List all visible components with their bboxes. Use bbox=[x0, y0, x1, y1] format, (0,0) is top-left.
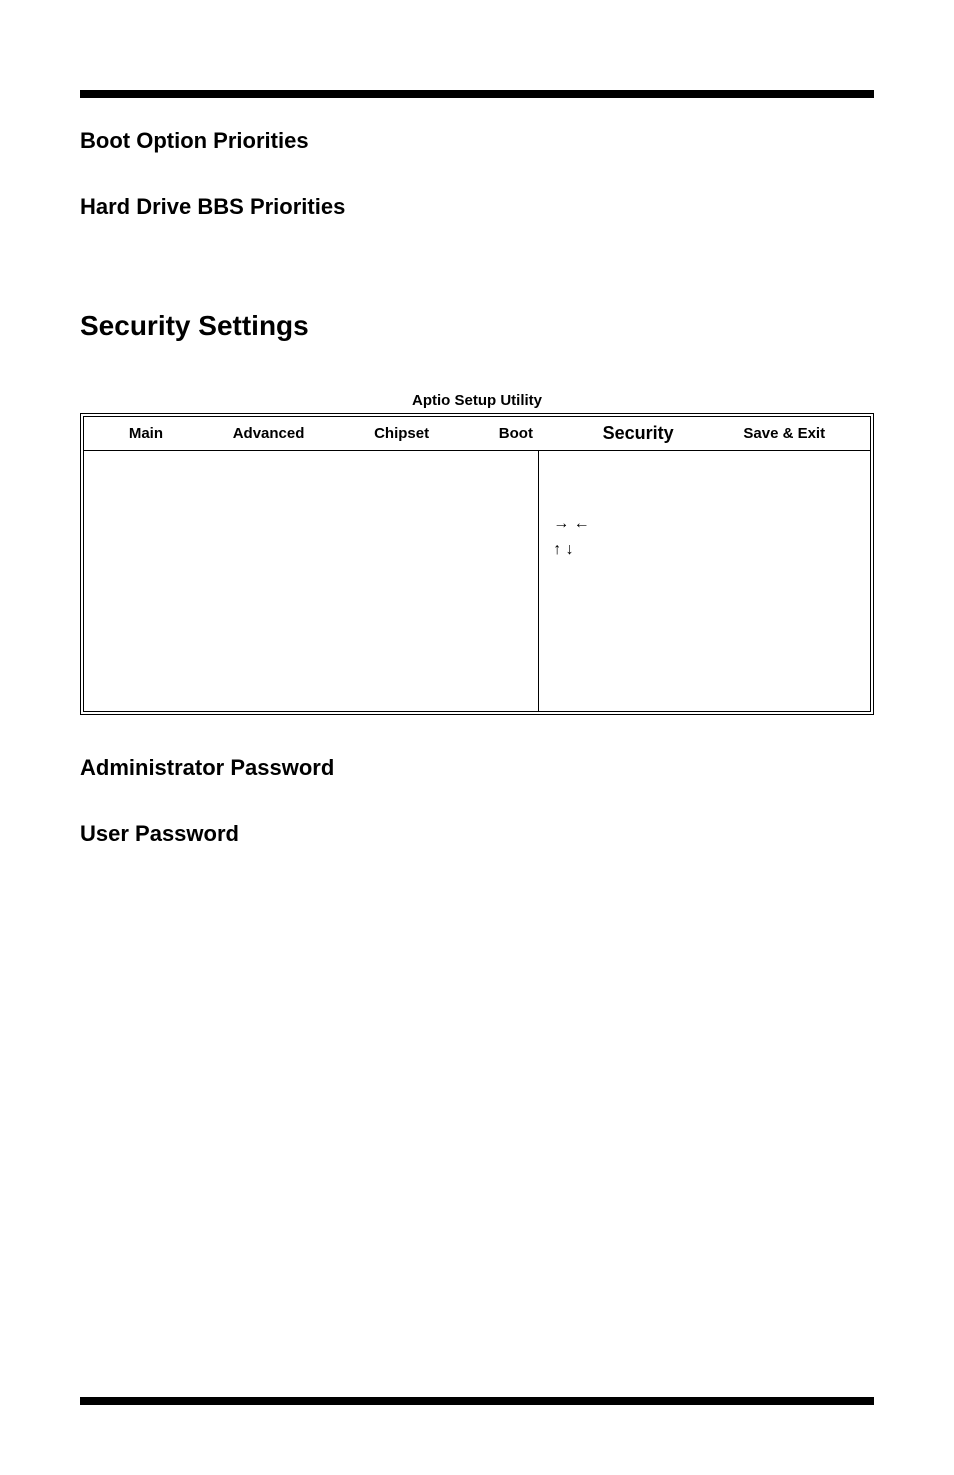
hard-drive-heading: Hard Drive BBS Priorities bbox=[80, 194, 874, 220]
top-divider-bar bbox=[80, 90, 874, 98]
bottom-divider-bar bbox=[80, 1397, 874, 1405]
user-password-heading: User Password bbox=[80, 821, 874, 847]
bios-body: → ← ↑ ↓ bbox=[84, 451, 870, 711]
security-settings-heading: Security Settings bbox=[80, 310, 874, 342]
arrow-horizontal-hint: → ← bbox=[553, 511, 856, 537]
tab-boot[interactable]: Boot bbox=[499, 425, 533, 442]
tab-advanced[interactable]: Advanced bbox=[233, 425, 305, 442]
bios-left-pane bbox=[84, 451, 538, 711]
bios-tab-row: Main Advanced Chipset Boot Security Save… bbox=[84, 417, 870, 451]
tab-main[interactable]: Main bbox=[129, 425, 163, 442]
bios-right-pane: → ← ↑ ↓ bbox=[538, 451, 870, 711]
bios-utility-title: Aptio Setup Utility bbox=[80, 392, 874, 409]
admin-password-heading: Administrator Password bbox=[80, 755, 874, 781]
arrow-vertical-hint: ↑ ↓ bbox=[553, 537, 856, 563]
bios-table: Main Advanced Chipset Boot Security Save… bbox=[80, 413, 874, 715]
tab-security[interactable]: Security bbox=[603, 423, 674, 444]
tab-chipset[interactable]: Chipset bbox=[374, 425, 429, 442]
tab-save-exit[interactable]: Save & Exit bbox=[743, 425, 825, 442]
boot-option-heading: Boot Option Priorities bbox=[80, 128, 874, 154]
